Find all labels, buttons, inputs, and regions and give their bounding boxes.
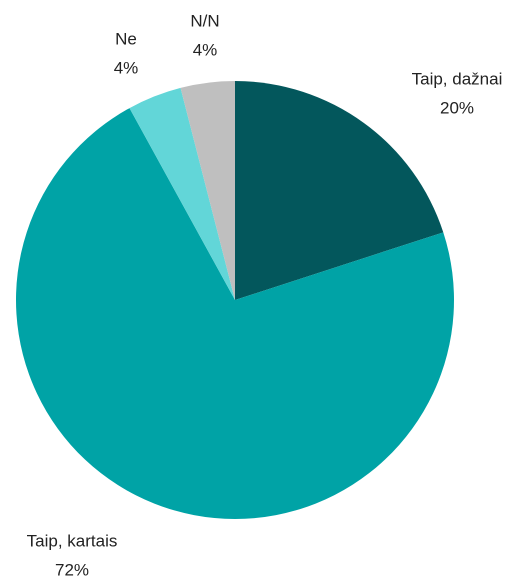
slice-value-label: 20% [440,98,474,117]
pie-slice [15,108,454,519]
slice-label: Taip, dažnai [412,69,503,88]
slice-value-label: 4% [193,40,218,59]
slice-label: Ne [115,29,137,48]
pie-slice [235,81,444,300]
slice-label: Taip, kartais [27,531,118,550]
slice-label: N/N [190,11,219,30]
slice-value-label: 4% [114,58,139,77]
pie-slice [129,87,235,301]
pie-slice [180,81,235,300]
slice-value-label: 72% [55,560,89,579]
